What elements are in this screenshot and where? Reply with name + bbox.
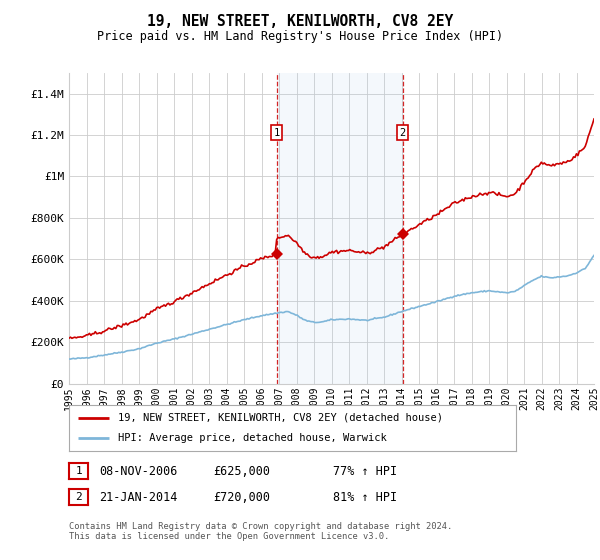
- Text: 19, NEW STREET, KENILWORTH, CV8 2EY (detached house): 19, NEW STREET, KENILWORTH, CV8 2EY (det…: [118, 413, 443, 423]
- Bar: [277, 73, 403, 384]
- Text: HPI: Average price, detached house, Warwick: HPI: Average price, detached house, Warw…: [118, 433, 387, 443]
- Text: 1: 1: [75, 466, 82, 476]
- Bar: [577, 73, 594, 384]
- Text: 1: 1: [274, 128, 280, 138]
- Text: Price paid vs. HM Land Registry's House Price Index (HPI): Price paid vs. HM Land Registry's House …: [97, 30, 503, 43]
- Text: 19, NEW STREET, KENILWORTH, CV8 2EY: 19, NEW STREET, KENILWORTH, CV8 2EY: [147, 14, 453, 29]
- Text: 08-NOV-2006: 08-NOV-2006: [99, 465, 178, 478]
- Text: 81% ↑ HPI: 81% ↑ HPI: [333, 491, 397, 504]
- Text: 2: 2: [75, 492, 82, 502]
- Text: 77% ↑ HPI: 77% ↑ HPI: [333, 465, 397, 478]
- Text: Contains HM Land Registry data © Crown copyright and database right 2024.
This d: Contains HM Land Registry data © Crown c…: [69, 522, 452, 542]
- Text: 2: 2: [400, 128, 406, 138]
- Text: £625,000: £625,000: [213, 465, 270, 478]
- Text: £720,000: £720,000: [213, 491, 270, 504]
- Text: 21-JAN-2014: 21-JAN-2014: [99, 491, 178, 504]
